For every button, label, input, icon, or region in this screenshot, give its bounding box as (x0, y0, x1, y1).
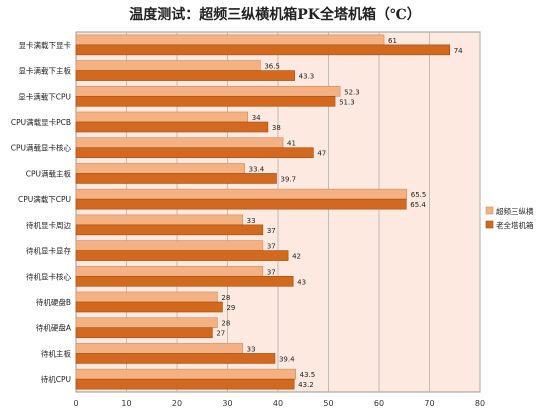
bar (75, 353, 276, 364)
legend-swatch (485, 220, 494, 229)
data-label: 42 (292, 253, 301, 261)
data-label: 29 (226, 304, 235, 312)
x-tick-label: 10 (121, 399, 131, 408)
category-label: CPU满载主板 (26, 168, 72, 178)
data-label: 61 (388, 37, 397, 45)
bar (75, 173, 277, 184)
category-label: 待机硬盘A (36, 323, 72, 333)
category-label: 显卡满载下主板 (19, 66, 72, 76)
legend-label: 超频三纵横 (496, 206, 534, 216)
data-label: 33 (247, 217, 256, 225)
bar (75, 70, 295, 81)
category-label: 待机CPU (41, 374, 71, 384)
category-label: 显卡满载下CPU (18, 91, 71, 101)
bar (75, 291, 218, 303)
data-label: 38 (272, 124, 281, 132)
bar (75, 85, 341, 97)
data-label: 65.5 (411, 191, 427, 199)
data-label: 43.3 (299, 73, 315, 81)
data-label: 41 (287, 140, 296, 148)
data-label: 52.3 (344, 88, 360, 96)
category-label: 待机显卡核心 (26, 271, 71, 281)
bar (75, 368, 296, 380)
bar (75, 137, 284, 149)
data-label: 74 (454, 47, 463, 55)
data-label: 34 (252, 114, 261, 122)
bar (75, 163, 245, 174)
data-label: 37 (267, 227, 276, 235)
legend-swatch (485, 206, 494, 215)
bar (75, 60, 261, 71)
bar (75, 121, 269, 133)
bar (75, 188, 408, 200)
category-label: CPU满载显卡PCB (11, 117, 71, 127)
x-tick-label: 80 (475, 399, 485, 408)
bar (75, 214, 243, 226)
data-label: 47 (317, 150, 326, 158)
category-label: 显卡满载下显卡 (19, 40, 72, 50)
category-label: 待机显卡显存 (26, 246, 71, 256)
bar (75, 240, 264, 251)
category-label: 待机显卡周边 (26, 220, 71, 230)
x-tick-label: 40 (273, 399, 283, 408)
data-label: 36.5 (264, 63, 280, 71)
category-label: 待机硬盘B (36, 297, 71, 307)
data-label: 27 (216, 330, 225, 338)
data-label: 43 (297, 278, 306, 286)
bar (75, 317, 218, 329)
data-label: 51.3 (339, 98, 355, 106)
bar (75, 301, 223, 313)
legend-label: 老全塔机箱 (496, 220, 534, 230)
x-tick-label: 0 (73, 399, 78, 408)
bar (75, 265, 264, 277)
bar (75, 198, 407, 210)
data-label: 28 (221, 294, 230, 302)
bar (75, 44, 451, 56)
data-label: 33 (247, 345, 256, 353)
data-label: 65.4 (410, 201, 426, 209)
bar (75, 343, 243, 354)
bar (75, 378, 295, 390)
bar (75, 95, 336, 107)
data-label: 37 (267, 243, 276, 251)
data-label: 37 (267, 268, 276, 276)
bar (75, 275, 294, 287)
data-label: 39.7 (280, 175, 296, 183)
category-label: 待机主板 (41, 348, 71, 358)
category-label: CPU满载显卡核心 (11, 143, 72, 153)
bar (75, 327, 213, 339)
bar (75, 34, 385, 46)
data-label: 28 (221, 320, 230, 328)
bar (75, 147, 314, 159)
bar (75, 111, 248, 123)
data-label: 39.4 (279, 355, 295, 363)
x-tick-label: 50 (323, 399, 333, 408)
category-label: CPU满载下CPU (18, 194, 71, 204)
bar (75, 250, 289, 261)
data-label: 43.5 (300, 371, 316, 379)
x-tick-label: 30 (222, 399, 232, 408)
bar (75, 224, 264, 236)
chart-title: 温度测试：超频三纵横机箱PK全塔机箱（℃） (129, 7, 421, 23)
data-label: 43.2 (298, 381, 314, 389)
x-tick-label: 20 (172, 399, 182, 408)
x-tick-label: 60 (374, 399, 384, 408)
x-tick-label: 70 (424, 399, 434, 408)
data-label: 33.4 (249, 165, 265, 173)
